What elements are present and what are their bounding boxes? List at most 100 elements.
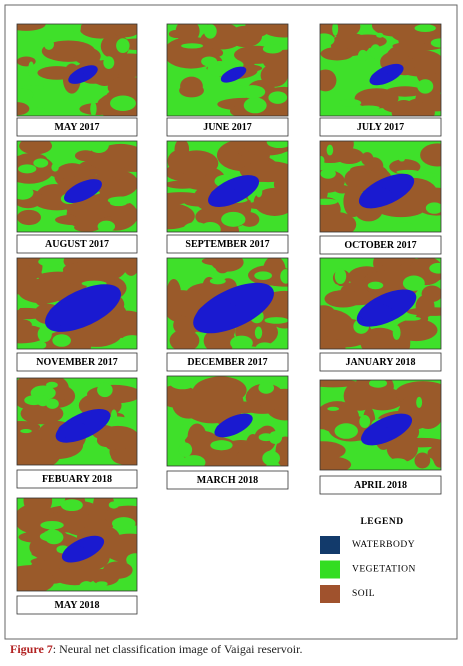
caption-label: Figure 7 (10, 642, 53, 656)
panel-label: SEPTEMBER 2017 (185, 239, 269, 250)
map-panel: OCTOBER 2017 (319, 140, 442, 255)
map-border (16, 140, 138, 233)
label-box (166, 117, 289, 137)
map-image (167, 376, 288, 466)
vegetation-patch (429, 262, 441, 274)
soil-patch (74, 47, 101, 65)
vegetation-patch (103, 56, 115, 69)
soil-patch (167, 202, 195, 230)
soil-patch (79, 24, 122, 39)
label-box (16, 234, 138, 254)
vegetation-patch (126, 553, 137, 567)
map-panel: MAY 2018 (16, 497, 138, 615)
vegetation-patch (240, 85, 266, 99)
map-border (16, 257, 138, 350)
soil-patch (203, 328, 236, 349)
soil-patch (122, 258, 137, 276)
soil-patch (17, 102, 30, 116)
soil-patch (51, 41, 80, 60)
vegetation-patch (110, 409, 118, 423)
soil-patch (175, 24, 200, 43)
vegetation-patch (339, 98, 362, 107)
vegetation-patch (17, 88, 34, 102)
legend-label: VEGETATION (352, 565, 416, 575)
soil-patch (174, 150, 219, 177)
vegetation-patch (243, 97, 267, 114)
panel-label: JUNE 2017 (203, 122, 252, 133)
vegetation-patch (95, 581, 108, 587)
vegetation-patch (334, 268, 347, 284)
vegetation-patch (43, 39, 55, 50)
vegetation-patch (130, 402, 137, 413)
soil-patch (17, 24, 46, 31)
soil-patch (85, 258, 127, 281)
waterbody (221, 72, 237, 81)
waterbody (196, 301, 243, 328)
vegetation-patch (17, 185, 34, 200)
vegetation-patch (417, 79, 434, 94)
vegetation-patch (333, 284, 340, 291)
map-border (319, 379, 442, 471)
soil-patch (376, 258, 407, 268)
vegetation-patch (334, 423, 358, 439)
vegetation-patch (90, 101, 97, 116)
vegetation-patch (254, 326, 263, 339)
soil-patch (409, 27, 425, 53)
panel-label: OCTOBER 2017 (344, 240, 416, 251)
vegetation-patch (181, 43, 204, 49)
soil-patch (17, 568, 55, 591)
soil-patch (224, 389, 244, 419)
vegetation-patch (422, 172, 437, 178)
map-image (17, 258, 137, 349)
waterbody (63, 545, 88, 560)
vegetation-patch (20, 85, 45, 90)
legend-swatch (320, 560, 340, 579)
panel-label: DECEMBER 2017 (187, 357, 267, 368)
vegetation-patch (402, 275, 425, 291)
panels: MAY 2017 JUNE 2017 JULY 2017 AUGUST 2017 SEP… (16, 23, 442, 615)
soil-patch (167, 290, 203, 305)
panel-label: JULY 2017 (357, 122, 404, 133)
vegetation-patch (36, 395, 50, 407)
map-image (167, 24, 288, 116)
vegetation-patch (280, 269, 288, 284)
soil-patch (66, 197, 118, 219)
vegetation-patch (28, 61, 35, 77)
vegetation-patch (320, 33, 335, 47)
vegetation-patch (180, 424, 189, 431)
panel-label: JANUARY 2018 (345, 357, 415, 368)
soil-patch (253, 187, 288, 217)
vegetation-patch (97, 382, 113, 398)
caption-text: : Neural net classification image of Vai… (53, 642, 303, 656)
vegetation-patch (320, 198, 338, 206)
vegetation-patch (18, 164, 37, 174)
label-box (319, 235, 442, 255)
vegetation-patch (357, 49, 368, 62)
caption: Figure 7: Neural net classification imag… (10, 642, 302, 656)
legend-swatch (320, 536, 340, 554)
map-border (166, 23, 289, 117)
waterbody (210, 187, 240, 204)
waterbody (65, 188, 88, 201)
vegetation-patch (121, 335, 137, 346)
vegetation-patch (396, 169, 420, 175)
map-panel: JULY 2017 (319, 23, 442, 137)
vegetation-patch (400, 316, 421, 321)
vegetation-patch (60, 499, 83, 512)
map-image (17, 378, 137, 465)
waterbody (58, 421, 90, 439)
vegetation-patch (332, 24, 339, 36)
vegetation-patch (181, 455, 206, 466)
soil-patch (396, 437, 441, 448)
panel-label: APRIL 2018 (354, 480, 407, 491)
label-box (16, 352, 138, 372)
soil-patch (169, 329, 200, 349)
soil-patch (406, 307, 441, 316)
waterbody (361, 186, 393, 205)
vegetation-patch (37, 326, 52, 343)
vegetation-patch (110, 95, 136, 111)
vegetation-patch (17, 300, 21, 311)
soil-patch (46, 512, 93, 522)
vegetation-patch (116, 38, 130, 54)
vegetation-patch (255, 342, 274, 349)
